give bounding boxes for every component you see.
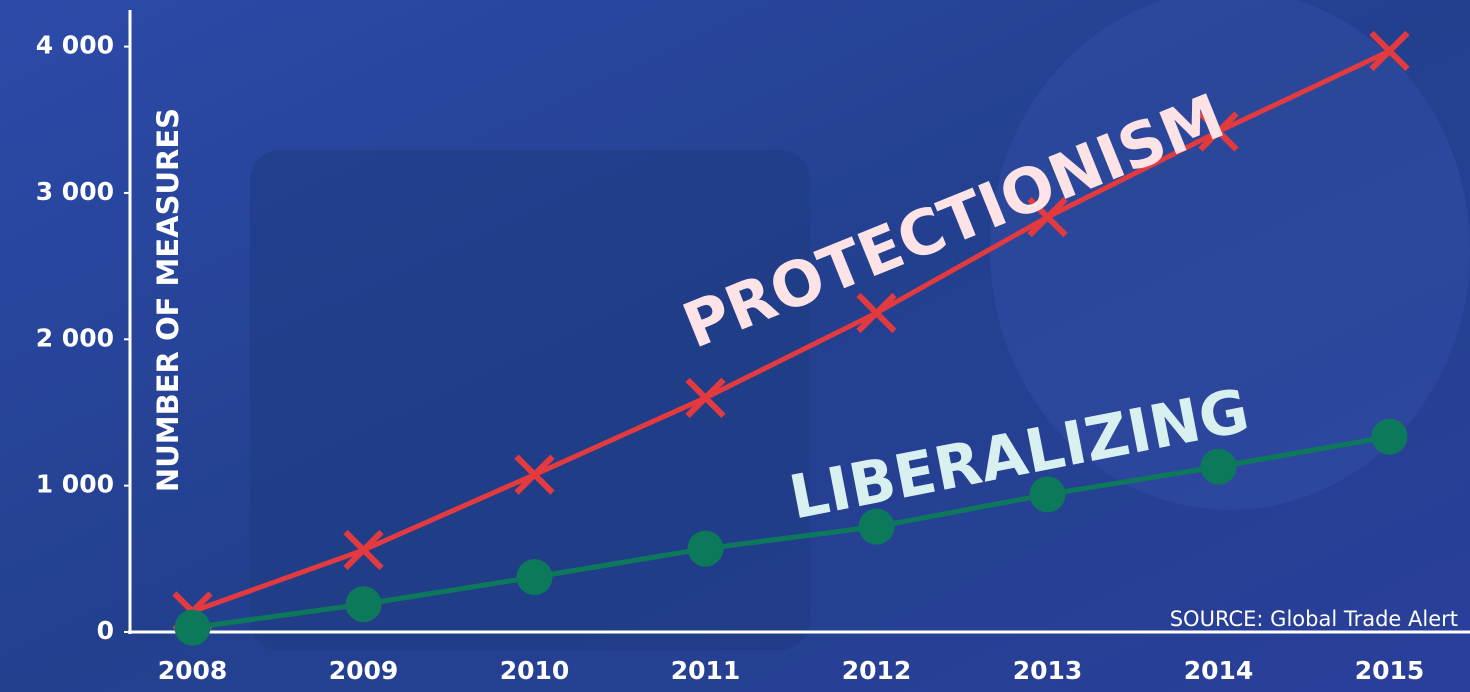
marker	[1371, 418, 1408, 455]
marker	[687, 530, 724, 567]
marker	[1200, 448, 1237, 485]
x-tick-label: 2008	[158, 656, 228, 685]
x-tick-label: 2014	[1184, 656, 1254, 685]
x-tick-label: 2012	[842, 656, 912, 685]
background-shape	[250, 150, 810, 650]
marker	[1369, 30, 1410, 72]
x-tick-label: 2009	[329, 656, 399, 685]
marker	[1027, 196, 1068, 238]
y-tick-label: 1 000	[36, 470, 114, 499]
y-tick-label: 2 000	[36, 323, 114, 352]
y-tick-label: 0	[97, 616, 114, 645]
y-axis-label: NUMBER OF MEASURES	[151, 108, 185, 492]
source: SOURCE: Global Trade Alert	[1170, 607, 1458, 631]
marker	[514, 454, 555, 495]
marker	[174, 609, 211, 646]
marker	[858, 508, 895, 545]
marker	[1029, 476, 1066, 513]
y-tick-label: 4 000	[36, 31, 114, 60]
x-tick-label: 2011	[671, 656, 741, 685]
marker	[516, 559, 553, 596]
y-tick-label: 3 000	[36, 177, 114, 206]
background-shape	[990, 0, 1470, 510]
marker	[685, 377, 726, 418]
series-line	[191, 48, 1391, 614]
marker	[343, 529, 384, 571]
marker	[345, 586, 382, 623]
marker	[1198, 111, 1239, 152]
marker	[856, 292, 897, 334]
x-tick-label: 2010	[500, 656, 570, 685]
series-line	[192, 434, 1390, 631]
x-tick-label: 2013	[1013, 656, 1083, 685]
x-tick-label: 2015	[1355, 656, 1425, 685]
